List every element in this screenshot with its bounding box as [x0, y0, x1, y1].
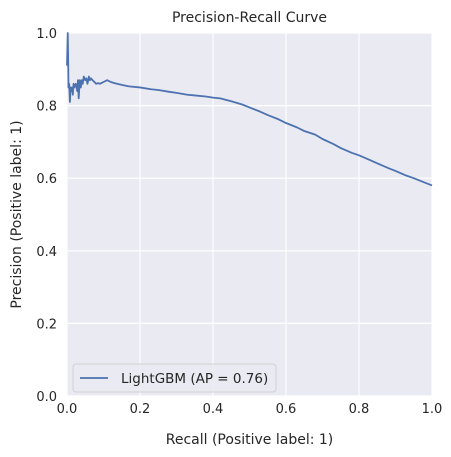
x-tick-label: 0.4 — [203, 402, 224, 417]
y-axis-label: Precision (Positive label: 1) — [9, 120, 25, 308]
series-line — [66, 32, 433, 187]
x-axis-label: Recall (Positive label: 1) — [166, 432, 334, 448]
y-tick-label: 0.6 — [36, 172, 57, 187]
legend-box — [72, 363, 277, 393]
x-tick-label: 0.6 — [276, 402, 297, 417]
x-tick-label: 0.2 — [130, 402, 151, 417]
y-tick-label: 0.8 — [36, 100, 57, 115]
x-tick-labels: 0.0 0.2 0.4 0.6 0.8 1.0 — [57, 402, 443, 417]
y-tick-label: 0.2 — [36, 317, 57, 332]
y-tick-label: 0.0 — [36, 390, 57, 405]
series-group — [66, 32, 433, 187]
y-tick-label: 0.4 — [36, 245, 57, 260]
x-tick-label: 1.0 — [422, 402, 443, 417]
plot-area — [67, 33, 432, 396]
y-tick-labels: 0.0 0.2 0.4 0.6 0.8 1.0 — [36, 27, 57, 405]
legend: LightGBM (AP = 0.76) — [72, 363, 277, 393]
grid-lines — [66, 32, 433, 397]
y-tick-label: 1.0 — [36, 27, 57, 42]
legend-label: LightGBM (AP = 0.76) — [121, 371, 268, 387]
x-tick-label: 0.8 — [349, 402, 370, 417]
chart-title: Precision-Recall Curve — [172, 10, 327, 26]
x-tick-label: 0.0 — [57, 402, 78, 417]
